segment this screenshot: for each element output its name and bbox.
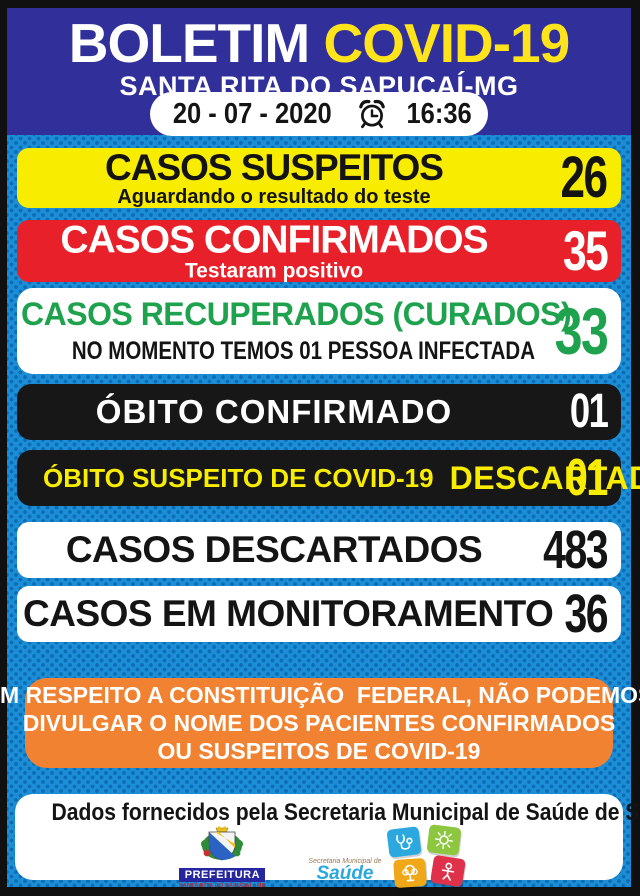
stat-text: CASOS DESCARTADOS: [23, 531, 525, 569]
stat-sublabel: Aguardando o resultado do teste: [117, 185, 431, 208]
stat-value: 36: [564, 584, 608, 644]
notice-line: EM RESPEITO A CONSTITUIÇÃO FEDERAL, NÃO …: [0, 681, 640, 708]
saude-logo: Secretaria Municipal de Saúde: [308, 824, 466, 889]
coat-of-arms-icon: [201, 826, 244, 861]
saude-tiles: [385, 824, 466, 889]
tree-icon: [392, 857, 427, 889]
stat-bar-casos-confirmados: CASOS CONFIRMADOS Testaram positivo 35: [17, 220, 621, 282]
footer-source-text: Dados fornecidos pela Secretaria Municip…: [51, 799, 640, 826]
notice-line: OU SUSPEITOS DE COVID-19: [157, 738, 481, 765]
date-label: 20 - 07 - 2020: [172, 97, 332, 130]
title-space: [309, 12, 323, 74]
stat-label: CASOS EM MONITORAMENTO: [23, 593, 554, 635]
saude-name-label: Saúde: [316, 862, 374, 884]
stat-sublabel: Testaram positivo: [184, 259, 364, 283]
stat-label: CASOS CONFIRMADOS: [60, 218, 488, 262]
stat-text: CASOS CONFIRMADOS Testaram positivo: [23, 220, 525, 281]
time-label: 16:36: [406, 97, 472, 130]
alarm-clock-icon: [356, 98, 388, 130]
stat-label: CASOS DESCARTADOS: [65, 529, 483, 571]
stat-label: ÓBITO CONFIRMADO: [95, 393, 453, 431]
stat-label-emphasis: DESCARTADO: [449, 459, 640, 496]
stat-label: CASOS SUSPEITOS: [105, 146, 444, 188]
date-time-pill: 20 - 07 - 2020 16:36: [150, 92, 488, 136]
title-accent: COVID-19: [323, 12, 571, 74]
person-icon: [429, 854, 466, 888]
stat-label: CASOS RECUPERADOS (CURADOS): [21, 296, 572, 332]
prefeitura-city-label: SANTA RITA DO SAPUCAÍ - MG: [178, 883, 266, 889]
stat-bar-casos-suspeitos: CASOS SUSPEITOS Aguardando o resultado d…: [17, 148, 621, 208]
title-main: BOLETIM: [68, 12, 310, 74]
stat-value: 01: [569, 385, 608, 438]
stat-bar-casos-descartados: CASOS DESCARTADOS 483: [17, 522, 621, 578]
stat-label: ÓBITO SUSPEITO DE COVID-19: [43, 462, 434, 493]
stat-text: CASOS RECUPERADOS (CURADOS) NO MOMENTO T…: [21, 296, 572, 366]
saude-logo-text: Secretaria Municipal de Saúde: [308, 857, 382, 884]
poster-background: BOLETIM COVID-19 SANTA RITA DO SAPUCAÍ-M…: [0, 8, 640, 889]
prefeitura-label: PREFEITURA: [179, 868, 266, 882]
stethoscope-icon: [385, 826, 422, 858]
page-title: BOLETIM COVID-19: [7, 8, 631, 71]
stat-value: 01: [566, 449, 608, 507]
saude-pre-label: Secretaria Municipal de: [308, 857, 382, 865]
stat-bar-obito-confirmado: ÓBITO CONFIRMADO 01: [17, 384, 621, 440]
stat-bar-obito-suspeito: ÓBITO SUSPEITO DE COVID-19 DESCARTADO 01: [17, 449, 640, 507]
stat-text: CASOS EM MONITORAMENTO: [23, 593, 554, 635]
stat-bar-casos-recuperados: CASOS RECUPERADOS (CURADOS) NO MOMENTO T…: [17, 288, 621, 374]
sun-icon: [425, 824, 462, 856]
prefeitura-logo: PREFEITURA SANTA RITA DO SAPUCAÍ - MG: [174, 826, 270, 889]
stat-text: CASOS SUSPEITOS Aguardando o resultado d…: [23, 149, 525, 207]
footer: Dados fornecidos pela Secretaria Municip…: [15, 794, 640, 889]
stat-value: 35: [562, 219, 609, 282]
privacy-notice: EM RESPEITO A CONSTITUIÇÃO FEDERAL, NÃO …: [0, 678, 640, 768]
header: BOLETIM COVID-19 SANTA RITA DO SAPUCAÍ-M…: [7, 8, 631, 136]
stat-text: ÓBITO CONFIRMADO: [23, 395, 525, 429]
footer-logos: PREFEITURA SANTA RITA DO SAPUCAÍ - MG Se…: [15, 824, 623, 889]
stat-bar-casos-monitoramento: CASOS EM MONITORAMENTO 36: [17, 586, 621, 642]
stat-note: NO MOMENTO TEMOS 01 PESSOA INFECTADA: [71, 337, 536, 365]
stat-value: 483: [543, 520, 608, 580]
stat-value: 26: [561, 145, 608, 210]
stat-value: 33: [554, 294, 608, 368]
notice-line: DIVULGAR O NOME DOS PACIENTES CONFIRMADO…: [22, 709, 616, 736]
